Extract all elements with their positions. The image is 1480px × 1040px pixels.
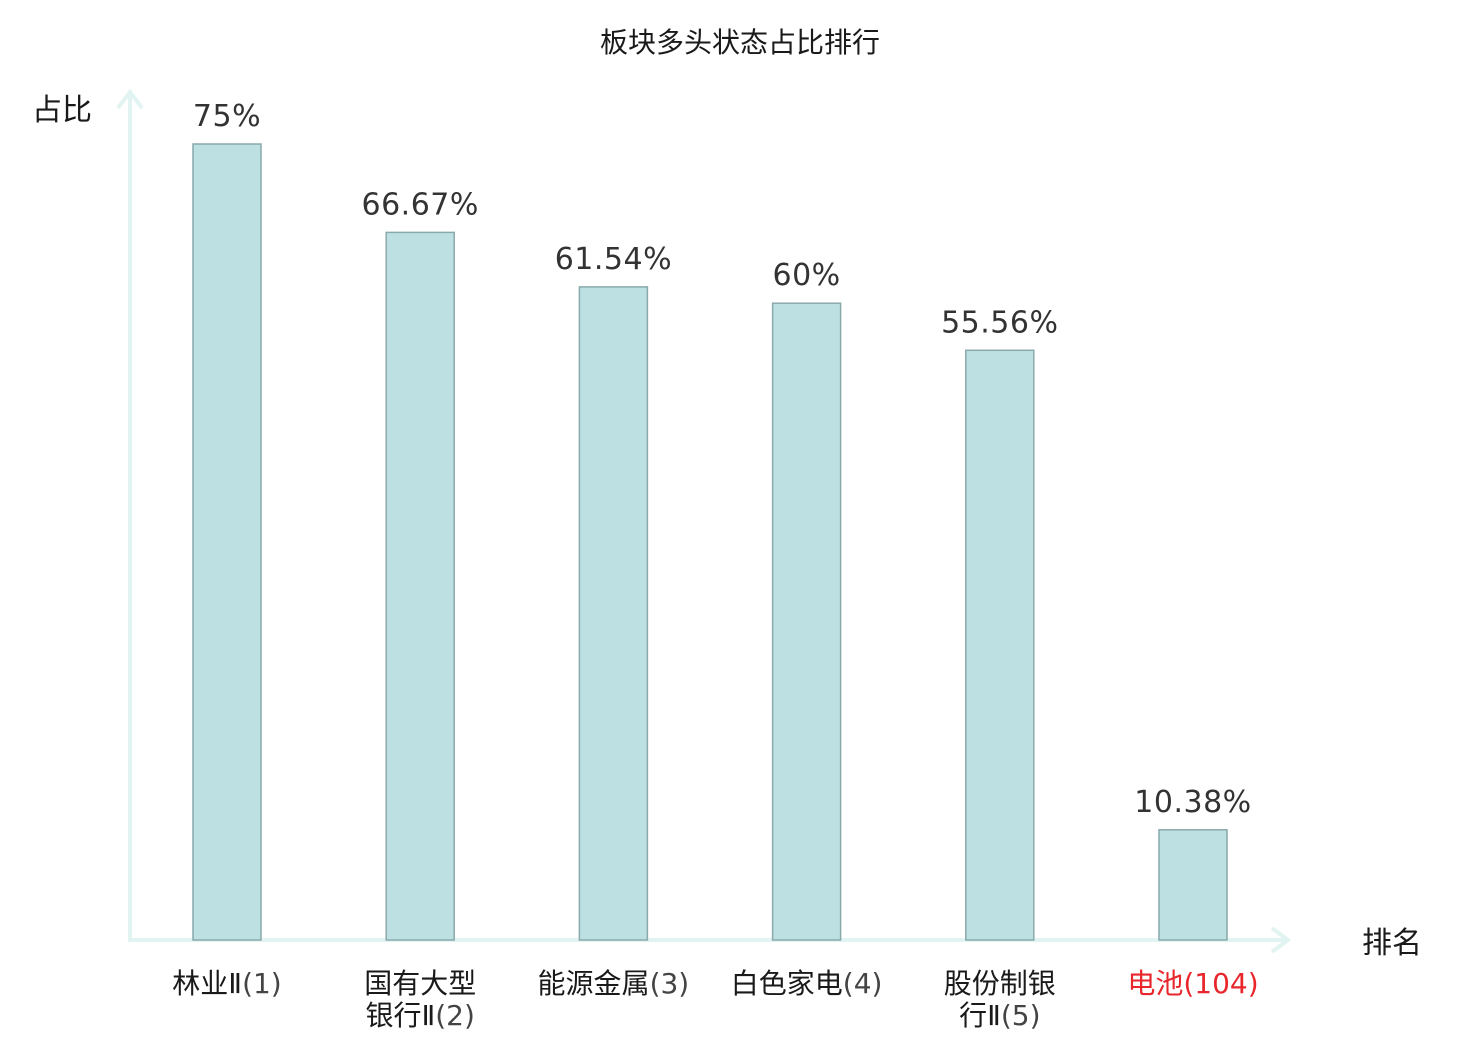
category-label-line: 林业Ⅱ(1) (172, 967, 281, 1000)
category-name: 国有大型 (364, 967, 476, 1000)
bar (578, 286, 649, 941)
category-rank: (4) (843, 967, 883, 1000)
category-name: 股份制银 (944, 967, 1056, 1000)
category-label-line: 能源金属(3) (538, 967, 690, 1000)
bar-value-label: 10.38% (1134, 785, 1251, 820)
category-rank: (2) (435, 999, 475, 1032)
category-label: 国有大型银行Ⅱ(2) (364, 967, 476, 1032)
category-label-line: 国有大型 (364, 967, 476, 1000)
bar-value-label: 75% (193, 99, 261, 134)
category-name: 行Ⅱ (959, 999, 1001, 1032)
category-label: 股份制银行Ⅱ(5) (944, 967, 1056, 1032)
category-name: 能源金属 (538, 967, 650, 1000)
y-axis-label: 占比 (32, 93, 92, 128)
bar-value-label: 55.56% (941, 305, 1058, 340)
category-label-line: 行Ⅱ(5) (959, 999, 1040, 1032)
category-label-line: 银行Ⅱ(2) (365, 999, 474, 1032)
category-name: 林业Ⅱ (172, 967, 242, 1000)
bar (1158, 829, 1228, 941)
bar (192, 143, 262, 941)
category-label-line: 白色家电(4) (731, 967, 883, 1000)
x-axis-arrow (1270, 926, 1292, 954)
category-name: 电池 (1127, 967, 1183, 1000)
category-name: 银行Ⅱ (365, 999, 435, 1032)
category-labels-group: 林业Ⅱ(1) 国有大型银行Ⅱ(2) 能源金属(3) 白色家电(4) 股份制银行Ⅱ(5) 电… (172, 967, 1258, 1032)
bar-value-label: 61.54% (555, 242, 672, 277)
bar (385, 231, 455, 941)
value-labels-group: 75% 66.67% 61.54% 60% 55.56% 10.38% (193, 99, 1251, 820)
category-rank: (3) (650, 967, 690, 1000)
chart-title: 板块多头状态占比排行 (600, 26, 880, 59)
category-rank: (104) (1183, 967, 1258, 1000)
bar-value-label: 60% (773, 258, 841, 293)
category-name: 白色家电 (731, 967, 843, 1000)
category-label-line: 电池(104) (1127, 967, 1258, 1000)
category-label: 能源金属(3) (538, 967, 690, 1000)
bar (771, 302, 842, 941)
bar-value-label: 66.67% (362, 187, 479, 222)
bar (965, 349, 1035, 941)
y-axis-arrow (116, 88, 144, 110)
category-rank: (5) (1001, 999, 1041, 1032)
category-label-line: 股份制银 (944, 967, 1056, 1000)
category-label-highlighted: 电池(104) (1127, 967, 1258, 1000)
bars-group (192, 143, 1228, 941)
category-label: 林业Ⅱ(1) (172, 967, 281, 1000)
category-rank: (1) (242, 967, 282, 1000)
category-label: 白色家电(4) (731, 967, 883, 1000)
x-axis-label: 排名 (1362, 926, 1422, 961)
